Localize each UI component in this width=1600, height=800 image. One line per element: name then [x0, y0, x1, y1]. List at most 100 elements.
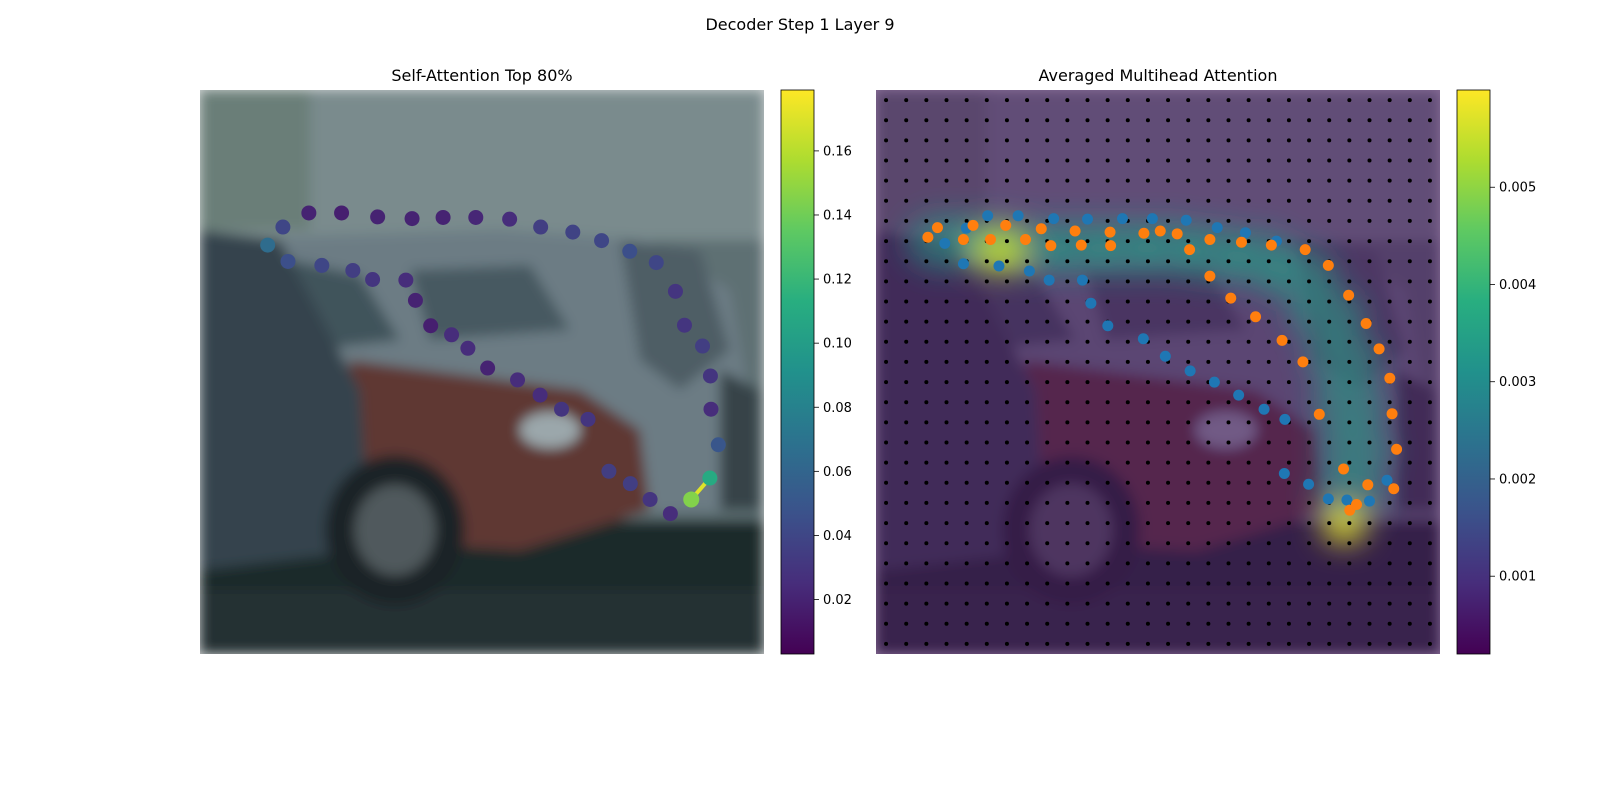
grid-dot [1387, 359, 1392, 364]
grid-dot [1307, 440, 1312, 445]
grid-dot [1407, 319, 1412, 324]
grid-dot [1347, 561, 1352, 566]
grid-dot [884, 521, 889, 526]
grid-dot [1065, 138, 1070, 143]
series-blue-point [1180, 214, 1192, 226]
grid-dot [984, 581, 989, 586]
grid-dot [1266, 641, 1271, 646]
grid-dot [924, 561, 929, 566]
attention-point [468, 209, 484, 225]
grid-dot [1387, 561, 1392, 566]
heat-band-cell [1317, 422, 1394, 479]
grid-dot [1025, 601, 1030, 606]
grid-dot [1347, 158, 1352, 163]
grid-dot [1166, 500, 1171, 505]
series-orange-point [1035, 223, 1047, 235]
grid-dot [1085, 138, 1090, 143]
grid-dot [1065, 541, 1070, 546]
grid-dot [1307, 138, 1312, 143]
grid-dot [1125, 541, 1130, 546]
series-blue-point [1137, 333, 1149, 345]
grid-dot [1065, 521, 1070, 526]
grid-dot [1166, 198, 1171, 203]
grid-dot [1105, 380, 1110, 385]
attention-point [554, 401, 570, 417]
grid-dot [884, 218, 889, 223]
grid-dot [1206, 621, 1211, 626]
grid-dot [1125, 420, 1130, 425]
grid-dot [1307, 279, 1312, 284]
grid-dot [1266, 581, 1271, 586]
grid-dot [984, 380, 989, 385]
grid-dot [944, 118, 949, 123]
grid-dot [1387, 440, 1392, 445]
attention-point [580, 411, 596, 427]
grid-dot [1286, 621, 1291, 626]
grid-dot [904, 198, 909, 203]
grid-dot [964, 178, 969, 183]
grid-dot [1387, 98, 1392, 103]
grid-dot [1206, 641, 1211, 646]
grid-dot [1407, 359, 1412, 364]
grid-dot [1085, 460, 1090, 465]
attention-point [695, 338, 711, 354]
grid-dot [904, 621, 909, 626]
grid-dot [1065, 460, 1070, 465]
grid-dot [1266, 400, 1271, 405]
colorbar-left-tick-label: 0.12 [823, 273, 852, 288]
grid-dot [1065, 319, 1070, 324]
grid-dot [984, 480, 989, 485]
colorbar-right [1456, 89, 1491, 655]
grid-dot [1004, 98, 1009, 103]
grid-dot [1246, 339, 1251, 344]
grid-dot [1427, 339, 1432, 344]
attention-point [480, 360, 496, 376]
grid-dot [1367, 118, 1372, 123]
grid-dot [1065, 480, 1070, 485]
grid-dot [1186, 359, 1191, 364]
grid-dot [1004, 319, 1009, 324]
grid-dot [984, 98, 989, 103]
grid-dot [1367, 279, 1372, 284]
grid-dot [1427, 601, 1432, 606]
grid-dot [1186, 500, 1191, 505]
grid-dot [1286, 239, 1291, 244]
grid-dot [1246, 460, 1251, 465]
grid-dot [1045, 259, 1050, 264]
grid-dot [1246, 138, 1251, 143]
grid-dot [1206, 98, 1211, 103]
grid-dot [984, 279, 989, 284]
grid-dot [1065, 339, 1070, 344]
grid-dot [1387, 581, 1392, 586]
grid-dot [1206, 259, 1211, 264]
grid-dot [1105, 279, 1110, 284]
grid-dot [1105, 118, 1110, 123]
grid-dot [944, 621, 949, 626]
grid-dot [1065, 218, 1070, 223]
grid-dot [1206, 500, 1211, 505]
grid-dot [1427, 279, 1432, 284]
series-orange-point [1362, 479, 1374, 491]
grid-dot [1246, 279, 1251, 284]
grid-dot [904, 138, 909, 143]
grid-dot [1045, 138, 1050, 143]
grid-dot [1347, 581, 1352, 586]
grid-dot [1145, 641, 1150, 646]
grid-dot [924, 359, 929, 364]
grid-dot [1125, 480, 1130, 485]
grid-dot [1266, 198, 1271, 203]
grid-dot [1004, 420, 1009, 425]
grid-dot [1246, 541, 1251, 546]
grid-dot [1347, 601, 1352, 606]
grid-dot [1125, 621, 1130, 626]
grid-dot [1387, 218, 1392, 223]
grid-dot [1266, 380, 1271, 385]
grid-dot [1025, 158, 1030, 163]
grid-dot [1387, 601, 1392, 606]
grid-dot [1307, 400, 1312, 405]
grid-dot [1085, 339, 1090, 344]
left-panel: Self-Attention Top 80% 0.020.040.060.080… [200, 66, 852, 655]
grid-dot [1166, 440, 1171, 445]
grid-dot [984, 299, 989, 304]
